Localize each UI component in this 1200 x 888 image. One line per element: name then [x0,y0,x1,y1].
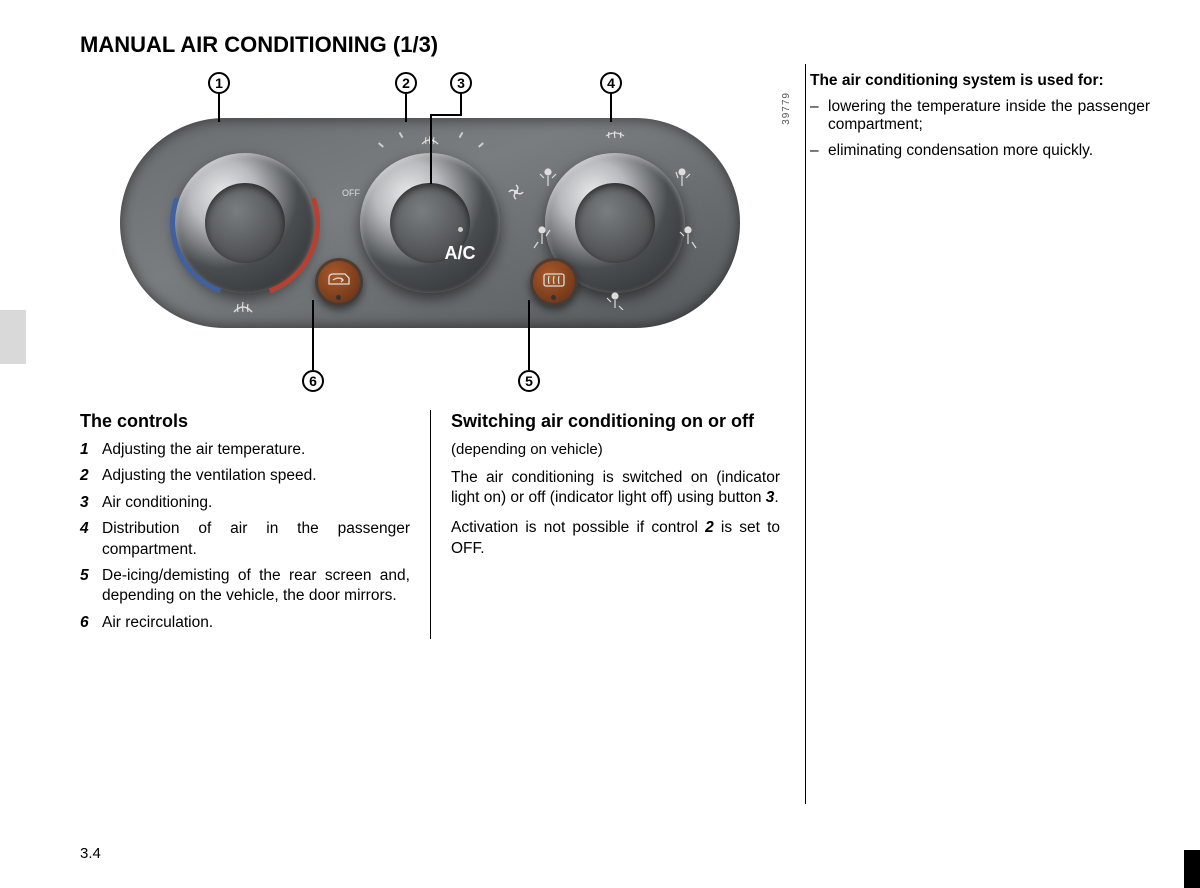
rear-defrost-button [530,258,578,306]
switching-para-2: Activation is not possible if control 2 … [451,518,780,559]
right-list-item: –lowering the temperature inside the pas… [810,98,1150,134]
page-content: MANUAL AIR CONDITIONING (1/3) 39779 1 2 … [0,0,1200,639]
ac-indicator-led [458,227,463,232]
recirculation-icon [325,270,353,290]
control-item: 1Adjusting the air temperature. [80,440,410,460]
switching-section: Switching air conditioning on or off (de… [430,410,780,639]
right-list: –lowering the temperature inside the pas… [810,98,1150,160]
off-label: OFF [342,188,360,198]
callout-1-line [218,94,220,122]
right-heading: The air conditioning system is used for: [810,72,1150,90]
right-column: The air conditioning system is used for:… [810,72,1150,639]
callout-4: 4 [600,72,622,94]
ac-button-label: A/C [440,243,480,264]
control-item: 6Air recirculation. [80,613,410,633]
callout-2: 2 [395,72,417,94]
fan-icon [508,184,524,200]
switching-heading: Switching air conditioning on or off [451,410,780,434]
controls-list: 1Adjusting the air temperature. 2Adjusti… [80,440,410,634]
air-recirculation-button [315,258,363,306]
left-column: 39779 1 2 3 4 6 5 [80,72,780,639]
right-margin-tab [1184,850,1200,888]
control-item: 4Distribution of air in the passenger co… [80,519,410,560]
control-item: 2Adjusting the ventilation speed. [80,466,410,486]
callout-3-line-h [430,114,462,116]
title-main: MANUAL AIR CONDITIONING [80,32,393,57]
switching-subnote: (depending on vehicle) [451,440,780,460]
left-margin-tab [0,310,26,364]
callout-3: 3 [450,72,472,94]
page-number: 3.4 [80,845,101,862]
callout-6-line [312,300,314,370]
callout-3-line-v2 [430,114,432,184]
callout-5: 5 [518,370,540,392]
callout-3-line-v [460,94,462,114]
control-panel-diagram: 39779 1 2 3 4 6 5 [80,72,780,402]
callout-5-line [528,300,530,370]
callout-4-line [610,94,612,122]
image-reference-code: 39779 [781,92,792,125]
front-defrost-icon [232,300,254,314]
recirc-led [336,295,341,300]
control-item: 3Air conditioning. [80,493,410,513]
callout-1: 1 [208,72,230,94]
right-list-item: –eliminating condensation more quickly. [810,142,1150,160]
control-item: 5De-icing/demisting of the rear screen a… [80,566,410,607]
controls-heading: The controls [80,410,410,434]
switching-para-1: The air conditioning is switched on (ind… [451,468,780,509]
rear-defrost-icon [540,270,568,290]
column-divider [805,64,806,804]
callout-6: 6 [302,370,324,392]
rear-defrost-led [551,295,556,300]
temperature-dial [175,153,315,293]
title-sub: (1/3) [393,32,438,57]
callout-2-line [405,94,407,122]
controls-section: The controls 1Adjusting the air temperat… [80,410,410,639]
page-title: MANUAL AIR CONDITIONING (1/3) [80,32,1150,58]
